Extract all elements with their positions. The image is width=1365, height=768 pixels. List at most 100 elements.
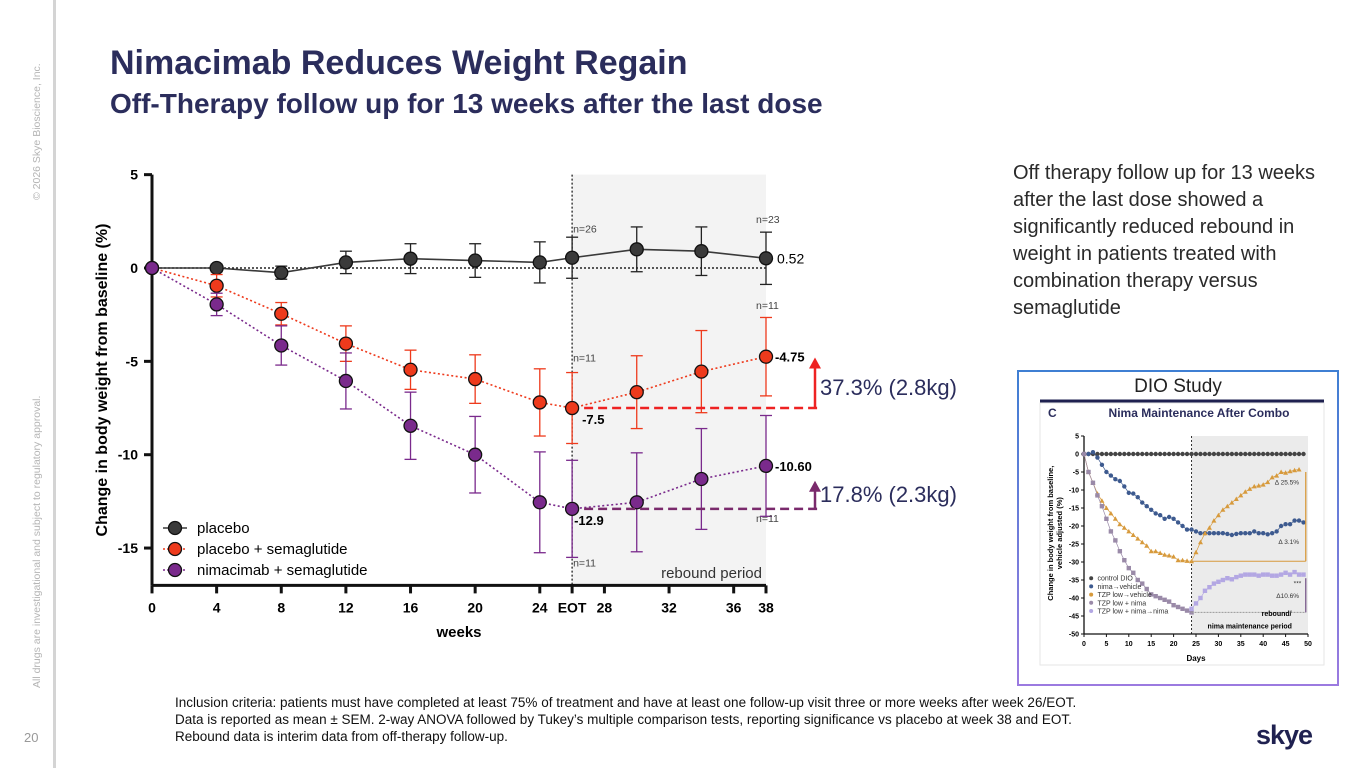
data-point <box>338 255 354 270</box>
inset-point <box>1131 570 1136 575</box>
inset-point <box>1140 451 1145 457</box>
inset-point <box>1220 531 1226 536</box>
inset-point <box>1278 572 1284 577</box>
inset-point <box>1274 573 1279 578</box>
inset-point <box>1251 483 1257 489</box>
inset-y-tick-label: 5 <box>1075 434 1079 441</box>
legend-marker <box>167 562 183 578</box>
inset-point <box>1153 594 1158 599</box>
inset-point <box>1283 570 1288 575</box>
x-tick-label: 32 <box>661 599 677 615</box>
inset-point <box>1283 522 1288 527</box>
inset-point <box>1234 531 1239 537</box>
inset-point <box>1211 581 1217 586</box>
inset-y-tick-label: -25 <box>1069 542 1079 549</box>
inset-point <box>1247 572 1252 577</box>
inset-point <box>1256 531 1261 536</box>
inset-point <box>1140 500 1145 505</box>
inset-point <box>1184 558 1190 563</box>
x-tick-label: 0 <box>148 599 156 615</box>
legend-label: placebo + semaglutide <box>197 541 348 558</box>
dio-study-title: DIO Study <box>1134 376 1222 397</box>
data-point <box>468 447 483 462</box>
y-tick-label: 5 <box>130 167 138 183</box>
inset-legend-label: control DIO <box>1097 576 1133 583</box>
data-point <box>403 362 418 377</box>
inset-point <box>1252 572 1257 577</box>
inset-point <box>1157 550 1163 555</box>
n-label: n=23 <box>756 214 780 226</box>
inset-series-TZP-low-nima-nima <box>1189 569 1306 611</box>
inset-point <box>1131 451 1136 457</box>
inset-point <box>1301 451 1306 457</box>
inset-point <box>1220 577 1226 583</box>
inset-point <box>1117 521 1123 527</box>
inset-point <box>1135 451 1140 457</box>
inset-point <box>1153 511 1158 516</box>
inset-point <box>1216 531 1221 536</box>
data-point <box>403 418 418 433</box>
inset-point <box>1166 553 1172 558</box>
inset-x-tick-label: 20 <box>1170 641 1178 648</box>
inset-point <box>1234 574 1239 580</box>
inset-series-control-DIO <box>1081 451 1306 457</box>
inset-x-tick-label: 30 <box>1215 641 1223 648</box>
inset-point <box>1292 569 1297 575</box>
skye-logo: skye <box>1256 720 1313 750</box>
data-point <box>758 349 774 364</box>
inset-point <box>1171 451 1176 457</box>
inset-point <box>1148 548 1154 554</box>
inset-y-tick-label: -50 <box>1069 632 1079 639</box>
inset-y-tick-label: -40 <box>1069 596 1079 603</box>
inset-point <box>1238 531 1244 536</box>
inset-point <box>1224 503 1230 509</box>
x-tick-label: 4 <box>213 599 221 615</box>
inset-point <box>1292 467 1298 473</box>
sema-end-label: -4.75 <box>775 350 805 365</box>
inset-point <box>1108 473 1114 478</box>
inset-point <box>1265 451 1270 457</box>
data-point <box>209 278 224 293</box>
inset-point <box>1144 504 1149 509</box>
inset-point <box>1126 490 1132 496</box>
inset-point <box>1113 477 1118 482</box>
x-tick-label: 36 <box>726 599 742 615</box>
inset-delta-label: Δ 3.1% <box>1278 539 1299 546</box>
legend-label: placebo <box>197 520 250 537</box>
inset-point <box>1184 451 1190 457</box>
x-tick-label: 8 <box>277 599 285 615</box>
inset-y-axis-label: vehicle adjusted (%) <box>1055 497 1064 570</box>
inset-point <box>1180 523 1185 529</box>
data-point <box>564 501 580 516</box>
data-point <box>274 306 289 321</box>
inset-point <box>1180 451 1185 457</box>
data-point <box>532 255 547 270</box>
inset-delta-label: Δ 25.5% <box>1275 480 1299 487</box>
data-point <box>209 260 224 276</box>
inset-point <box>1086 451 1091 457</box>
inset-legend-label: TZP low→vehicle <box>1097 592 1151 599</box>
inset-x-tick-label: 15 <box>1147 641 1155 648</box>
data-point <box>564 400 580 416</box>
inset-point <box>1287 522 1293 527</box>
inset-point <box>1233 496 1239 501</box>
x-axis-label: weeks <box>435 624 481 641</box>
inset-point <box>1269 451 1275 457</box>
rebound-percent-label: 37.3% (2.8kg) <box>820 375 957 400</box>
inset-point <box>1283 470 1289 475</box>
data-point <box>209 297 224 312</box>
page-title: Nimacimab Reduces Weight Regain <box>110 44 688 82</box>
inset-point <box>1099 462 1105 467</box>
inset-x-axis-label: Days <box>1186 654 1206 663</box>
inset-point <box>1113 451 1118 457</box>
inset-point <box>1265 572 1270 577</box>
inset-point <box>1175 520 1181 525</box>
legend-label: nimacimab + semaglutide <box>197 562 368 579</box>
inset-delta-label: Δ10.6% <box>1276 593 1299 600</box>
n-label: n=11 <box>756 513 779 525</box>
inset-point <box>1278 469 1284 474</box>
inset-point <box>1166 599 1172 604</box>
inset-point <box>1135 536 1141 541</box>
inset-point <box>1175 451 1181 457</box>
n-label: n=11 <box>756 300 779 312</box>
